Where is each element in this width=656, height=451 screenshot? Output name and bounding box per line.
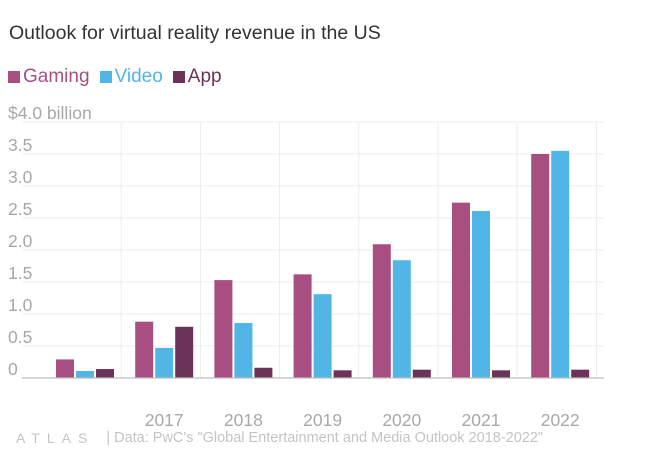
y-tick-label: 2.0 [8, 231, 33, 251]
y-tick-label: 0 [8, 359, 18, 379]
y-tick-label: 2.5 [8, 199, 32, 219]
legend-label-video: Video [114, 66, 163, 87]
legend-swatch-app [172, 71, 185, 83]
bar-app [175, 326, 194, 378]
bar-video [551, 150, 570, 378]
y-tick-label: $4.0 billion [8, 103, 92, 123]
legend-item-gaming: Gaming [8, 66, 90, 88]
y-tick-label: 1.5 [8, 263, 32, 283]
legend: Gaming Video App [8, 66, 232, 88]
legend-swatch-gaming [8, 71, 20, 83]
atlas-logo: ATLAS [16, 430, 95, 446]
legend-item-video: Video [99, 66, 163, 88]
bar-gaming [372, 244, 391, 378]
bar-gaming [56, 359, 74, 378]
bar-app [412, 369, 431, 378]
y-tick-label: 3.0 [8, 167, 33, 187]
bar-video [76, 370, 94, 378]
bar-video [313, 294, 332, 378]
chart-title: Outlook for virtual reality revenue in t… [9, 22, 381, 44]
bar-app [96, 369, 114, 378]
footer: ATLAS | Data: PwC's "Global Entertainmen… [16, 430, 543, 446]
bar-app [571, 369, 590, 378]
x-tick-label: 2020 [382, 410, 421, 430]
bar-app [333, 370, 352, 378]
bar-app [492, 370, 510, 378]
y-tick-label: 3.5 [8, 135, 32, 155]
bar-video [392, 260, 411, 378]
bar-video [234, 322, 253, 378]
x-tick-label: 2018 [224, 410, 263, 430]
bar-video [155, 347, 174, 378]
bar-gaming [452, 202, 470, 378]
source-note: | Data: PwC's "Global Entertainment and … [106, 430, 544, 446]
legend-label-gaming: Gaming [23, 66, 90, 87]
bar-gaming [293, 274, 312, 378]
bar-video [472, 210, 490, 378]
bar-app [254, 367, 273, 378]
y-tick-label: 0.5 [8, 327, 32, 347]
x-tick-label: 2019 [303, 410, 342, 430]
bar-gaming [531, 154, 550, 378]
legend-item-app: App [172, 66, 222, 88]
legend-swatch-video [99, 71, 112, 83]
x-tick-label: 2021 [462, 410, 501, 430]
bar-gaming [135, 321, 154, 378]
x-tick-label: 2017 [145, 410, 184, 430]
y-tick-label: 1.0 [8, 295, 33, 315]
legend-label-app: App [187, 66, 222, 87]
x-tick-label: 2022 [541, 410, 580, 430]
bar-gaming [214, 280, 233, 378]
